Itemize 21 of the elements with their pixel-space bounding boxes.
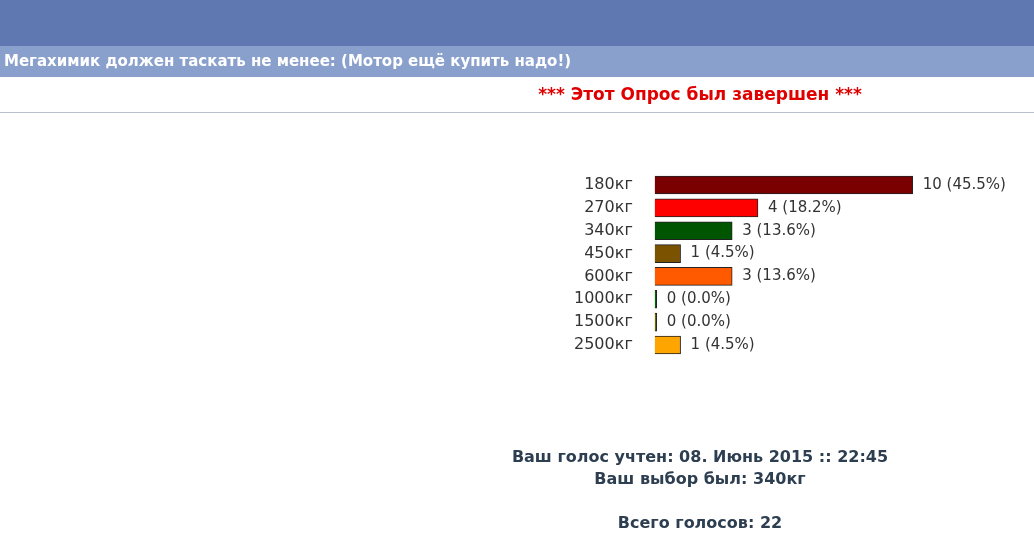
y-tick-label: 180кг xyxy=(584,174,633,194)
data-label: 1 (4.5%) xyxy=(690,334,755,353)
data-label: 1 (4.5%) xyxy=(690,243,755,262)
data-label: 3 (13.6%) xyxy=(742,220,816,239)
y-tick-label: 2500кг xyxy=(573,334,633,354)
data-label: 10 (45.5%) xyxy=(922,174,1006,193)
y-tick-label: 450кг xyxy=(584,242,633,262)
y-tick-label: 600кг xyxy=(584,265,633,285)
data-label: 4 (18.2%) xyxy=(767,197,842,216)
text: Ваш выбор был: 340кг xyxy=(593,468,807,490)
y-tick-label: 1500кг xyxy=(573,311,633,331)
text: Мегахимик должен таскать не менее: (Мотор ещё купить надо!) xyxy=(0,46,1034,77)
data-label: 3 (13.6%) xyxy=(742,266,816,285)
y-tick-label: 340кг xyxy=(584,219,633,239)
text: Всего голосов: 22 xyxy=(616,512,784,534)
data-label: 0 (0.0%) xyxy=(666,312,731,331)
chart-subtitle: *** Этот Опрос был завершен *** xyxy=(537,84,863,104)
y-tick-label: 270кг xyxy=(584,197,633,217)
text: Ваш голос учтен: 08. Июнь 2015 :: 22:45 xyxy=(510,446,890,468)
y-tick-label: 1000кг xyxy=(573,288,633,308)
data-label: 0 (0.0%) xyxy=(666,289,731,308)
